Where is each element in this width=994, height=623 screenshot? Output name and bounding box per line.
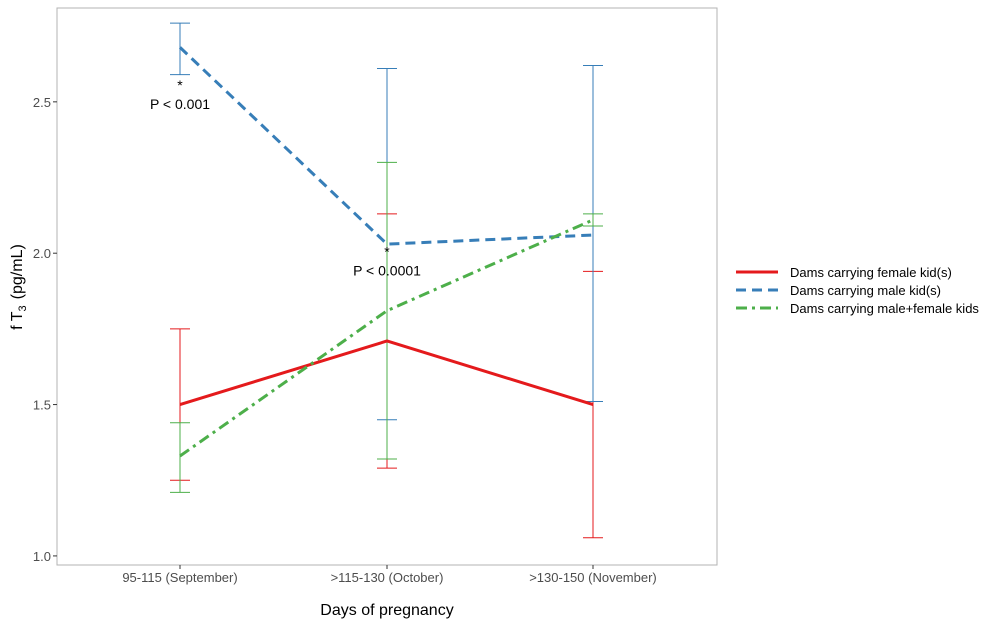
annotations: * P < 0.001 * P < 0.0001 <box>150 77 421 278</box>
p-value-label: P < 0.001 <box>150 96 210 112</box>
error-bar <box>583 65 603 403</box>
x-tick-label: >130-150 (November) <box>529 570 657 585</box>
series-line <box>179 218 594 458</box>
legend-label: Dams carrying male kid(s) <box>790 283 941 298</box>
y-tick-label: 2.5 <box>33 95 51 110</box>
legend-item: Dams carrying female kid(s) <box>736 265 952 280</box>
x-axis: 95-115 (September) >115-130 (October) >130… <box>122 565 657 585</box>
legend-item: Dams carrying male kid(s) <box>736 283 941 298</box>
legend-label: Dams carrying male+female kids <box>790 301 979 316</box>
error-bar <box>170 422 190 493</box>
p-value-label: P < 0.0001 <box>353 262 421 278</box>
significance-star: * <box>384 243 390 259</box>
x-axis-title: Days of pregnancy <box>320 602 453 619</box>
x-tick-label: 95-115 (September) <box>122 570 237 585</box>
error-bars <box>170 22 603 539</box>
legend-item: Dams carrying male+female kids <box>736 301 979 316</box>
y-axis-title: f T3 (pg/mL) <box>9 244 29 330</box>
y-axis-title-main: f T <box>9 311 26 330</box>
y-axis-title-unit: (pg/mL) <box>9 244 26 299</box>
series-lines <box>178 46 594 458</box>
y-tick-label: 2.0 <box>33 246 51 261</box>
y-tick-label: 1.5 <box>33 398 51 413</box>
legend-label: Dams carrying female kid(s) <box>790 265 952 280</box>
significance-star: * <box>177 77 183 93</box>
y-tick-label: 1.0 <box>33 549 51 564</box>
legend: Dams carrying female kid(s) Dams carrying… <box>736 265 979 316</box>
error-bar <box>377 161 397 460</box>
series-line <box>179 339 594 406</box>
error-bar <box>583 213 603 227</box>
y-axis: 1.0 1.5 2.0 2.5 <box>33 95 57 564</box>
y-axis-title-subscript: 3 <box>17 305 29 311</box>
x-tick-label: >115-130 (October) <box>331 570 444 585</box>
series-line <box>178 46 594 246</box>
